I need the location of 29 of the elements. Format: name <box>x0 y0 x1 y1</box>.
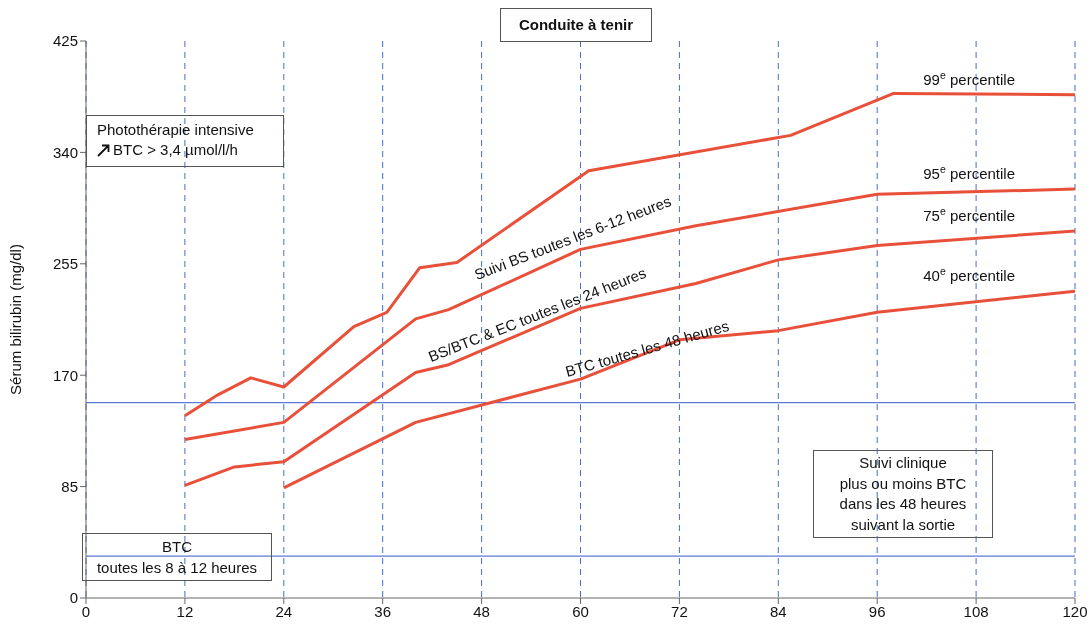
annotation: BTC toutes les 48 heures <box>563 317 731 380</box>
series-label: 99$^{e}$ percentile <box>923 68 1015 88</box>
line-series <box>183 187 1075 441</box>
x-tick-label: 84 <box>769 602 787 620</box>
x-tick-label: 48 <box>473 602 490 620</box>
annotation: BTC > 3,4 µmol/l/h <box>113 140 238 160</box>
x-tick-label: 60 <box>572 602 589 620</box>
y-tick-label: 425 <box>52 32 78 50</box>
annotation: Suivi clinique plus ou moins BTC dans les 48 heures suivant la sortie <box>813 450 993 538</box>
x-tick-label: 0 <box>81 602 91 620</box>
y-tick-label: 340 <box>52 143 78 161</box>
x-tick-label: 36 <box>374 602 392 620</box>
x-tick-label: 120 <box>1062 602 1088 620</box>
series-label: 40$^{e}$ percentile <box>923 265 1015 285</box>
x-tick-label: 108 <box>963 602 989 620</box>
x-tick-label: 24 <box>275 602 293 620</box>
annotation: Photothérapie intensive <box>97 120 255 140</box>
chart-title: Conduite à tenir <box>500 8 652 42</box>
y-tick-label: 85 <box>61 477 78 495</box>
series-label: 95$^{e}$ percentile <box>923 163 1015 183</box>
y-tick-label: 0 <box>69 589 78 607</box>
x-tick-label: 12 <box>176 602 194 620</box>
x-tick-label: 96 <box>868 602 886 620</box>
y-tick-label: 255 <box>52 255 78 273</box>
x-tick-label: 72 <box>671 602 688 620</box>
series-label: 75$^{e}$ percentile <box>923 205 1015 225</box>
y-axis-title: Sérum bilirubin (mg/dl) <box>7 244 25 395</box>
y-tick-label: 170 <box>52 366 78 384</box>
annotation: BTC toutes les 8 à 12 heures <box>82 533 272 581</box>
